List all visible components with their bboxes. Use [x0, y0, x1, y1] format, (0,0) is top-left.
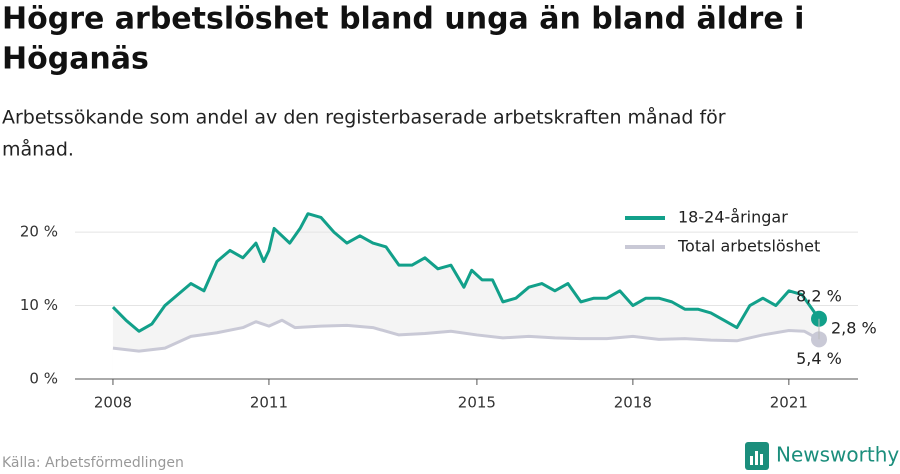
brand: Newsworthy: [776, 443, 899, 467]
chart-subtitle: månad.: [2, 138, 74, 161]
x-tick-label: 2008: [94, 394, 132, 412]
legend-label: 18-24-åringar: [678, 208, 788, 227]
area: [112, 320, 820, 379]
chart-title: Höganäs: [2, 42, 149, 77]
line: [111, 212, 821, 333]
legend-label: Total arbetslöshet: [677, 237, 820, 256]
annotation: 5,4 %: [796, 349, 842, 368]
annotation: 2,8 %: [831, 319, 877, 338]
y-tick-label: 10 %: [20, 296, 58, 314]
y-tick-label: 20 %: [20, 223, 58, 241]
x-tick-label: 2018: [614, 394, 652, 412]
x-tick-label: 2015: [458, 394, 496, 412]
line: [112, 318, 820, 353]
y-tick-label: 0 %: [29, 370, 58, 388]
x-tick-label: 2011: [250, 394, 288, 412]
source: Källa: Arbetsförmedlingen: [2, 455, 184, 471]
brand-icon: [745, 442, 769, 470]
annotation: 8,2 %: [796, 286, 842, 305]
chart-title: Högre arbetslöshet bland unga än bland ä…: [2, 2, 804, 37]
chart-subtitle: Arbetssökande som andel av den registerb…: [2, 106, 726, 129]
x-tick-label: 2021: [770, 394, 808, 412]
